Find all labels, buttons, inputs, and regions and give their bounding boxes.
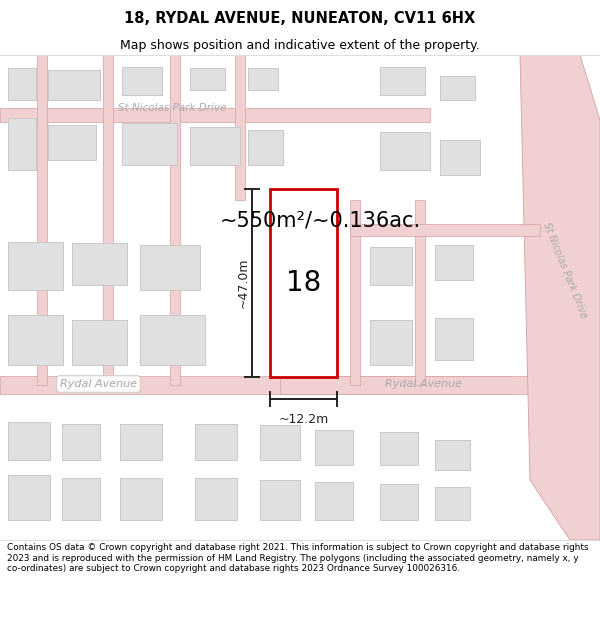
Bar (248, 68, 278, 90)
Bar (435, 245, 473, 280)
Bar (122, 67, 162, 95)
Bar (37, 55, 47, 385)
Bar (62, 478, 100, 520)
Text: 18: 18 (286, 269, 321, 297)
Text: Contains OS data © Crown copyright and database right 2021. This information is : Contains OS data © Crown copyright and d… (7, 543, 589, 573)
Text: 18, RYDAL AVENUE, NUNEATON, CV11 6HX: 18, RYDAL AVENUE, NUNEATON, CV11 6HX (124, 11, 476, 26)
Bar (380, 132, 430, 170)
Text: Rydal Avenue: Rydal Avenue (385, 379, 462, 389)
Bar (48, 70, 100, 100)
Bar (8, 118, 36, 170)
Text: Map shows position and indicative extent of the property.: Map shows position and indicative extent… (120, 39, 480, 51)
Bar (315, 430, 353, 465)
Bar (120, 424, 162, 460)
Bar (8, 422, 50, 460)
Bar (315, 482, 353, 520)
Bar (195, 424, 237, 460)
Bar (270, 189, 337, 377)
Bar (415, 200, 425, 385)
Bar (140, 315, 205, 365)
Text: ~12.2m: ~12.2m (278, 413, 329, 426)
Bar (0, 108, 430, 122)
Polygon shape (520, 55, 600, 540)
Bar (435, 440, 470, 470)
Bar (48, 125, 96, 160)
Bar (195, 478, 237, 520)
Bar (235, 55, 245, 200)
Bar (72, 243, 127, 285)
Bar (440, 140, 480, 175)
Bar (190, 127, 240, 165)
Bar (190, 68, 225, 90)
Bar (72, 320, 127, 365)
Bar (260, 480, 300, 520)
Bar (435, 487, 470, 520)
Bar (380, 67, 425, 95)
Bar (140, 245, 200, 290)
Bar (435, 318, 473, 360)
Bar (0, 376, 510, 394)
Bar (380, 432, 418, 465)
Bar (122, 123, 177, 165)
Bar (170, 55, 180, 385)
Text: St Nicolas Park Drive: St Nicolas Park Drive (541, 221, 589, 319)
Bar (350, 200, 360, 385)
Bar (260, 425, 300, 460)
Text: ~47.0m: ~47.0m (236, 258, 250, 308)
Bar (8, 475, 50, 520)
Bar (248, 130, 283, 165)
Bar (62, 424, 100, 460)
Bar (440, 76, 475, 100)
Text: St Nicolas Park Drive: St Nicolas Park Drive (118, 103, 226, 113)
Bar (8, 315, 63, 365)
Bar (280, 376, 600, 394)
Text: Rydal Avenue: Rydal Avenue (60, 379, 137, 389)
Bar (370, 320, 412, 365)
Bar (8, 242, 63, 290)
Bar (350, 224, 540, 236)
Bar (380, 484, 418, 520)
Text: ~550m²/~0.136ac.: ~550m²/~0.136ac. (220, 210, 421, 230)
Bar (103, 55, 113, 385)
Bar (370, 247, 412, 285)
Bar (120, 478, 162, 520)
Bar (8, 68, 36, 100)
